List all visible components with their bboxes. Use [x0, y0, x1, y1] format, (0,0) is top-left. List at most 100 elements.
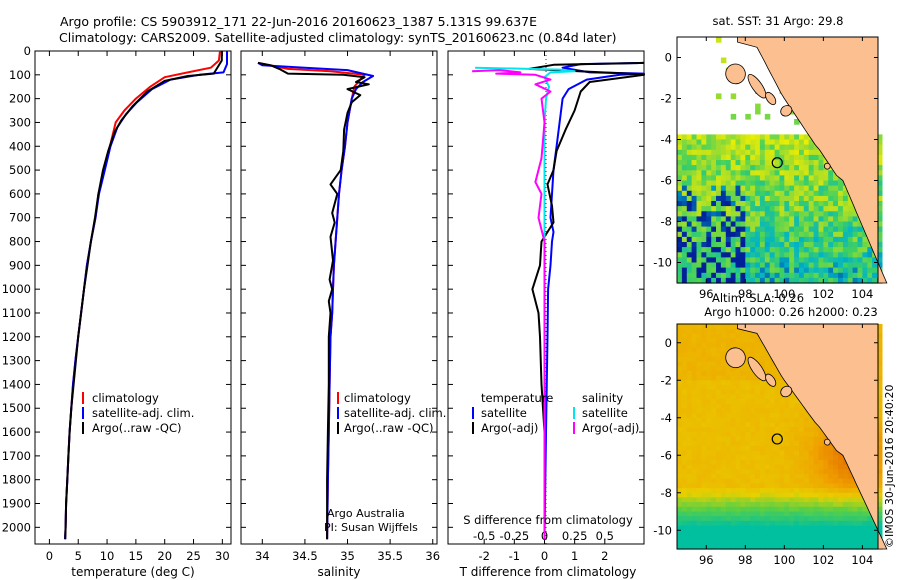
- map-cell: [784, 544, 790, 550]
- map-cell: [764, 399, 771, 405]
- map-cell: [691, 366, 698, 372]
- map-cell: [769, 267, 776, 274]
- map-cell: [740, 450, 746, 456]
- map-cell: [769, 525, 776, 531]
- map-cell: [857, 221, 863, 228]
- island: [747, 356, 767, 382]
- map-cell: [725, 195, 732, 202]
- map-cell: [779, 190, 785, 197]
- map-cell: [759, 483, 766, 489]
- map-cell: [681, 154, 688, 161]
- map-cell: [877, 469, 883, 475]
- map-cell: [799, 175, 805, 182]
- map-cell: [720, 134, 727, 141]
- map-cell: [808, 231, 815, 238]
- map-cell: [716, 394, 722, 400]
- map-cell: [681, 450, 688, 456]
- map-cell: [803, 252, 810, 258]
- map-cell: [681, 464, 688, 470]
- map-cell: [720, 242, 727, 248]
- map-cell: [818, 201, 824, 207]
- map-cell: [730, 170, 737, 176]
- map-cell: [862, 525, 868, 531]
- series-line-s-argo: [472, 69, 552, 540]
- map-cell: [730, 427, 737, 433]
- map-cell: [716, 247, 722, 253]
- map-cell: [833, 242, 839, 248]
- map-cell: [784, 422, 790, 428]
- map-y-tick-label: -6: [661, 448, 672, 462]
- map-cell: [696, 338, 702, 344]
- map-cell: [716, 469, 722, 475]
- map-cell: [769, 511, 776, 517]
- map-cell: [750, 464, 756, 470]
- map-cell: [706, 338, 712, 344]
- map-cell: [740, 154, 746, 161]
- map-cell: [681, 436, 688, 442]
- map-cell: [711, 511, 717, 517]
- map-cell: [764, 520, 771, 527]
- map-cell: [701, 257, 707, 264]
- map-cell: [696, 236, 702, 243]
- map-cell: [755, 195, 761, 202]
- map-cell: [828, 520, 834, 527]
- map-cell: [677, 221, 683, 228]
- map-cell: [701, 221, 707, 228]
- map-cell: [838, 464, 844, 470]
- map-cell: [711, 154, 717, 161]
- map-cell: [740, 544, 746, 550]
- map-cell: [706, 221, 712, 228]
- map-cell: [803, 450, 810, 456]
- map-cell: [823, 206, 829, 212]
- map-cell: [774, 262, 781, 269]
- map-cell: [696, 497, 702, 503]
- map-cell: [730, 422, 737, 428]
- map-cell: [847, 277, 854, 284]
- map-cell: [828, 216, 834, 223]
- map-cell: [803, 185, 810, 192]
- map-cell: [696, 206, 702, 212]
- map-cell: [716, 93, 722, 100]
- map-cell: [711, 165, 717, 171]
- map-cell: [725, 492, 732, 499]
- map-cell: [706, 539, 712, 545]
- map-cell: [750, 511, 756, 517]
- map-cell: [740, 201, 746, 207]
- map-cell: [677, 474, 683, 480]
- map-cell: [745, 445, 751, 452]
- map-cell: [828, 267, 834, 274]
- map-cell: [808, 530, 815, 536]
- map-cell: [813, 450, 820, 456]
- map-cell: [716, 324, 722, 330]
- map-cell: [852, 231, 859, 238]
- map-cell: [677, 399, 683, 405]
- map-cell: [764, 201, 771, 207]
- map-cell: [813, 262, 820, 269]
- map-cell: [725, 324, 732, 330]
- map-cell: [774, 267, 781, 274]
- map-cell: [847, 252, 854, 258]
- map-cell: [759, 506, 766, 513]
- map-cell: [769, 190, 776, 197]
- map-cell: [696, 525, 702, 531]
- map-cell: [833, 464, 839, 470]
- map-cell: [740, 216, 746, 223]
- map-cell: [701, 516, 707, 522]
- map-cell: [774, 506, 781, 513]
- map-cell: [720, 450, 727, 456]
- map-cell: [755, 352, 761, 358]
- map-cell: [818, 431, 824, 438]
- map-cell: [711, 324, 717, 330]
- map-cell: [877, 436, 883, 442]
- map-cell: [686, 469, 693, 475]
- map-cell: [764, 262, 771, 269]
- map-cell: [759, 211, 766, 217]
- map-cell: [828, 506, 834, 513]
- map-cell: [677, 206, 683, 212]
- map-cell: [681, 366, 688, 372]
- map-cell: [774, 394, 781, 400]
- map-cell: [803, 226, 810, 233]
- annotation-pi: PI: Susan Wijffels: [324, 521, 418, 534]
- map-cell: [720, 333, 727, 339]
- map-cell: [794, 242, 800, 248]
